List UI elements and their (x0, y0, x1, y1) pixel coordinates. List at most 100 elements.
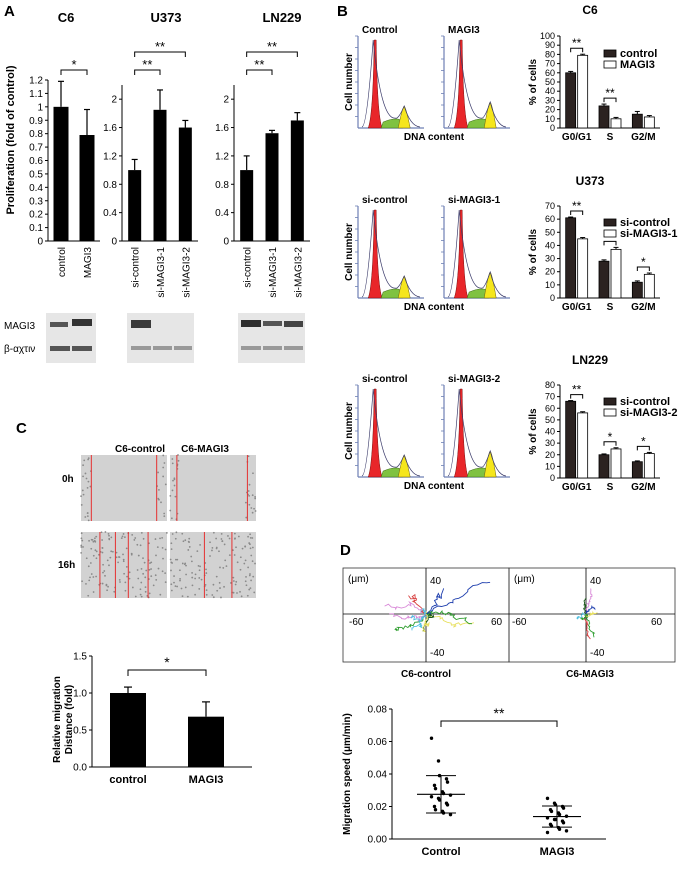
cell-dot (120, 537, 123, 540)
cell-dot (164, 548, 167, 551)
cell-dot (245, 575, 247, 578)
cell-dot (171, 462, 174, 465)
cell-track (583, 597, 588, 615)
cell-dot (253, 591, 256, 594)
bar (631, 281, 643, 299)
cell-dot (170, 548, 173, 551)
cell-dot (211, 549, 213, 552)
cell-dot (251, 560, 254, 563)
cell-dot (228, 554, 231, 557)
y-tick-label: 0.00 (368, 835, 388, 846)
cell-dot (111, 550, 114, 553)
g1-peak (367, 209, 383, 299)
cell-dot (142, 557, 144, 560)
bar (290, 120, 304, 241)
cell-dot (163, 462, 166, 464)
cell-dot (89, 562, 92, 564)
track-title-control: C6-control (401, 669, 451, 680)
y-tick-label: 1.2 (29, 76, 43, 87)
data-point (564, 829, 569, 833)
cell-dot (244, 559, 247, 562)
cell-dot (145, 569, 148, 572)
y-tick-label: 0.8 (29, 129, 43, 140)
cell-dot (220, 532, 223, 535)
cell-dot (162, 475, 165, 478)
cell-dot (187, 549, 190, 551)
flow-outline (447, 388, 507, 477)
y-tick-label: 70 (545, 392, 555, 402)
cell-dot (101, 551, 104, 554)
bar (610, 448, 622, 479)
cell-dot (87, 519, 90, 522)
chart-title: U373 (150, 10, 181, 25)
a-ylabel: Proliferation (fold of control) (5, 65, 17, 214)
bar (631, 461, 643, 479)
data-point (433, 786, 438, 791)
cell-dot (233, 532, 236, 535)
legend-label: MAGI3 (620, 59, 655, 71)
cell-dot (233, 537, 236, 540)
category-label: G2/M (631, 482, 655, 493)
cell-dot (159, 537, 161, 540)
cell-dot (89, 576, 91, 579)
cell-dot (194, 573, 197, 576)
legend-label: control (620, 48, 657, 60)
significance-label: ** (267, 39, 277, 54)
cell-dot (82, 546, 84, 548)
cell-dot (154, 574, 157, 577)
cell-dot (194, 577, 197, 580)
cell-dot (244, 501, 247, 504)
bar (577, 412, 589, 479)
cell-dot (176, 558, 179, 561)
cell-dot (252, 472, 254, 475)
cell-dot (235, 546, 237, 549)
flow-xlabel: DNA content (404, 302, 465, 313)
bar (565, 72, 577, 129)
cell-dot (140, 531, 143, 534)
migration-tracks: (μm) (μm) 40 -60 60 -40 40 -60 60 -40 C6… (342, 567, 676, 680)
cell-dot (92, 576, 95, 578)
track-title-magi3: C6-MAGI3 (566, 669, 614, 680)
cell-dot (161, 570, 164, 573)
significance-label: * (608, 430, 613, 444)
track-label-40: 40 (590, 576, 602, 587)
y-tick-label: 0.7 (29, 143, 43, 154)
cell-dot (186, 595, 189, 598)
cell-dot (109, 556, 112, 559)
significance-bracket (246, 51, 298, 57)
bar (128, 170, 142, 241)
cell-dot (184, 562, 187, 565)
cell-dot (198, 577, 201, 579)
category-label: S (607, 302, 614, 313)
category-label: G0/G1 (562, 302, 592, 313)
cell-dot (90, 547, 93, 550)
legend-swatch (603, 397, 617, 406)
y-tick-label: 0.4 (215, 208, 229, 219)
category-label: G0/G1 (562, 482, 592, 493)
cell-dot (254, 562, 256, 565)
cell-track (583, 613, 591, 640)
cell-dot (176, 585, 179, 588)
cell-dot (191, 576, 194, 579)
cell-dot (148, 592, 151, 595)
flow-outline (361, 209, 421, 298)
cell-dot (197, 564, 200, 567)
g1-peak (453, 39, 469, 129)
track-label-minus60: -60 (512, 617, 527, 628)
cell-track (407, 593, 427, 618)
cell-dot (171, 458, 174, 460)
cell-dot (196, 550, 199, 553)
cell-dot (250, 554, 253, 557)
bar (577, 238, 589, 299)
data-point (557, 812, 562, 817)
cell-dot (92, 591, 95, 593)
significance-label: ** (572, 36, 582, 50)
cell-dot (198, 569, 201, 572)
cell-dot (126, 575, 128, 578)
cell-dot (139, 588, 142, 591)
cell-dot (171, 533, 174, 535)
cell-dot (237, 535, 240, 538)
cell-dot (253, 507, 255, 510)
y-tick-label: 1.5 (73, 652, 87, 663)
cell-dot (88, 579, 91, 582)
